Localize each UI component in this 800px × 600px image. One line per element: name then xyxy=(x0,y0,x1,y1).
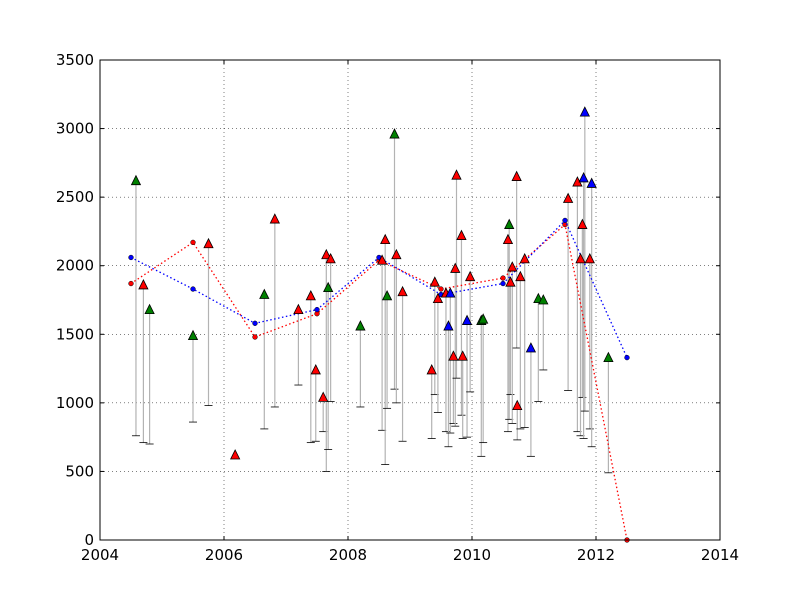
red-triangle-marker xyxy=(512,399,523,411)
blue-triangle-marker xyxy=(443,320,454,331)
red-triangle-marker xyxy=(230,449,241,460)
green-triangle-marker xyxy=(355,320,366,331)
red-triangle-marker xyxy=(562,192,574,203)
red-triangle-marker xyxy=(376,254,388,265)
green-triangle-marker xyxy=(504,218,515,229)
red-triangle-marker xyxy=(432,292,444,304)
red-triangle-marker xyxy=(577,218,588,229)
green-triangle-marker xyxy=(144,303,155,315)
blue-series-point xyxy=(190,286,196,292)
red-series-point xyxy=(252,334,258,340)
red-triangle-marker xyxy=(505,276,516,287)
red-series-point xyxy=(500,275,506,281)
red-triangle-marker xyxy=(450,262,461,273)
red-series-line xyxy=(130,223,628,541)
red-triangle-marker xyxy=(269,213,280,224)
plot-frame xyxy=(99,59,721,541)
x-tick-label: 2004 xyxy=(81,546,119,564)
blue-triangle-marker xyxy=(461,314,473,325)
x-tick-label: 2006 xyxy=(205,546,243,564)
stems xyxy=(131,112,613,474)
y-tick-label: 0 xyxy=(84,531,94,549)
red-triangle-marker xyxy=(515,270,526,282)
green-triangle-marker xyxy=(538,294,549,305)
green-triangle-marker xyxy=(603,351,614,363)
red-triangle-marker xyxy=(321,248,332,260)
blue-series-point xyxy=(624,354,630,361)
red-triangle-marker xyxy=(507,261,518,272)
green-triangle-marker xyxy=(323,281,334,293)
x-tick-label: 2008 xyxy=(329,546,367,564)
blue-series-point xyxy=(314,306,320,313)
red-triangle-marker xyxy=(293,303,304,315)
x-tick-label: 2012 xyxy=(577,546,615,564)
red-triangle-marker xyxy=(519,252,530,264)
x-tick-label: 2010 xyxy=(453,546,491,564)
red-triangle-marker xyxy=(380,233,391,245)
red-triangle-marker xyxy=(575,252,586,264)
blue-triangle-marker xyxy=(579,106,590,117)
green-triangle-marker xyxy=(381,289,393,301)
red-triangle-marker xyxy=(448,350,459,361)
red-triangle-marker xyxy=(310,364,321,375)
y-tick-label: 1000 xyxy=(56,394,94,412)
ticks xyxy=(99,59,721,541)
y-tick-label: 3000 xyxy=(56,120,94,138)
blue-series-point xyxy=(562,217,568,224)
red-triangle-marker xyxy=(456,229,467,240)
red-triangle-marker xyxy=(464,270,476,282)
red-series-point xyxy=(438,286,444,292)
red-triangle-marker xyxy=(584,252,595,264)
green-triangle-marker xyxy=(187,329,199,341)
blue-series-point xyxy=(128,254,134,261)
red-triangle-marker xyxy=(305,289,316,301)
y-tick-label: 2000 xyxy=(56,257,94,275)
red-triangle-marker xyxy=(391,248,402,260)
series-lines xyxy=(128,217,630,543)
red-triangle-marker xyxy=(511,170,522,181)
red-triangle-marker xyxy=(426,364,437,375)
red-triangle-marker xyxy=(502,233,514,245)
green-triangle-marker xyxy=(389,128,400,139)
blue-series-point xyxy=(252,320,258,326)
red-triangle-marker xyxy=(451,169,462,180)
y-tick-labels: 0 500 1000 1500 2000 2500 3000 3500 xyxy=(56,51,94,549)
y-tick-label: 3500 xyxy=(56,51,94,69)
green-triangle-marker xyxy=(259,288,270,299)
red-triangle-marker xyxy=(429,276,440,287)
blue-triangle-marker xyxy=(525,342,537,353)
red-triangle-marker xyxy=(457,350,468,361)
y-tick-label: 2500 xyxy=(56,188,94,206)
red-series-point xyxy=(190,239,196,246)
green-triangle-marker xyxy=(478,313,489,324)
red-triangle-marker xyxy=(318,391,329,402)
red-triangle-marker xyxy=(397,285,408,297)
y-tick-label: 500 xyxy=(65,462,94,480)
x-tick-label: 2014 xyxy=(701,546,739,564)
y-tick-label: 1500 xyxy=(56,325,94,343)
green-triangle-marker xyxy=(130,174,142,186)
red-triangle-marker xyxy=(203,237,214,249)
blue-triangle-marker xyxy=(586,177,597,188)
markers xyxy=(130,106,614,460)
blue-triangle-marker xyxy=(445,287,456,298)
x-tick-labels: 2004 2006 2008 2010 2012 2014 xyxy=(81,546,739,564)
plot-area xyxy=(100,60,720,540)
red-triangle-marker xyxy=(138,279,149,290)
blue-series-point xyxy=(500,280,506,287)
red-triangle-marker xyxy=(325,252,336,264)
blue-triangle-marker xyxy=(578,172,589,183)
red-series-point xyxy=(128,280,134,287)
